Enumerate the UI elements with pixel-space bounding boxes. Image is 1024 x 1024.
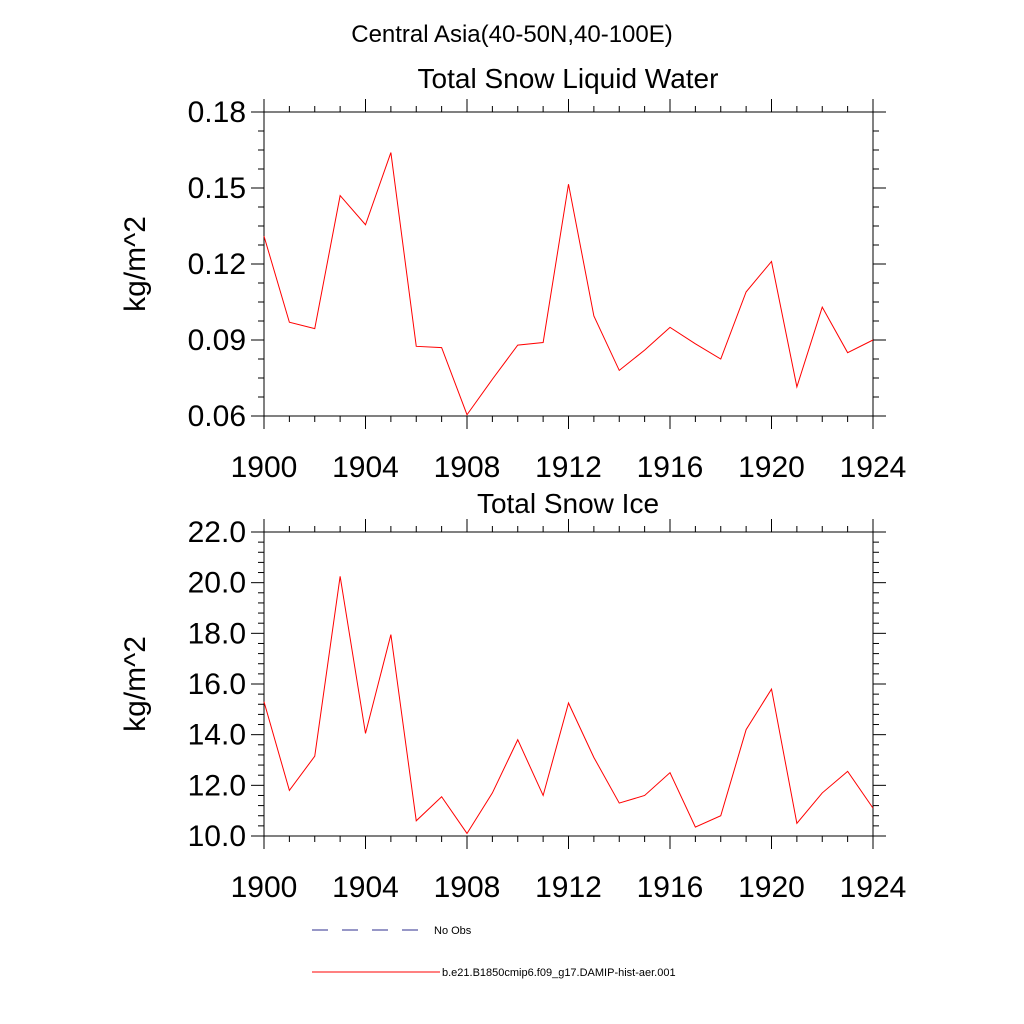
tick-labels: 1900 1904 1908 1912 1916 1920 1924 0.06 0.09 0.12… <box>188 96 907 484</box>
series-lines <box>263 576 874 835</box>
panel-title: Total Snow Ice <box>477 488 659 519</box>
x-tick-label: 1916 <box>637 871 704 904</box>
y-tick-label: 10.0 <box>188 820 246 853</box>
plot-frame <box>263 531 874 837</box>
x-tick-label: 1924 <box>840 451 907 484</box>
x-tick-label: 1904 <box>332 871 399 904</box>
x-tick-label: 1920 <box>738 451 805 484</box>
tick-labels: 1900 1904 1908 1912 1916 1920 1924 10.0 12.0 14.0… <box>188 516 907 904</box>
x-tick-label: 1908 <box>434 451 501 484</box>
panel-title: Total Snow Liquid Water <box>418 63 719 94</box>
panel-snow-liquid-water: Total Snow Liquid Water kg/m^2 1900 1904 1… <box>119 63 906 484</box>
y-axis-label: kg/m^2 <box>119 216 152 312</box>
y-tick-label: 0.18 <box>188 96 246 129</box>
x-tick-label: 1912 <box>535 451 602 484</box>
y-tick-label: 12.0 <box>188 769 246 802</box>
series-lines <box>263 152 874 416</box>
x-tick-label: 1916 <box>637 451 704 484</box>
axis-ticks <box>251 519 886 849</box>
y-tick-label: 0.12 <box>188 248 246 281</box>
y-tick-label: 22.0 <box>188 516 246 549</box>
x-tick-label: 1900 <box>231 871 298 904</box>
axis-ticks <box>251 99 886 429</box>
series-line <box>263 152 874 416</box>
x-tick-label: 1904 <box>332 451 399 484</box>
plot-frame <box>263 111 874 417</box>
panel-snow-ice: Total Snow Ice kg/m^2 1900 1904 1908 1912 19… <box>119 488 906 904</box>
y-tick-label: 0.15 <box>188 172 246 205</box>
legend-label-model: b.e21.B1850cmip6.f09_g17.DAMIP-hist-aer.… <box>442 967 676 979</box>
legend-label-no-obs: No Obs <box>434 925 472 937</box>
y-tick-label: 0.09 <box>188 324 246 357</box>
x-tick-label: 1920 <box>738 871 805 904</box>
legend: No Obs b.e21.B1850cmip6.f09_g17.DAMIP-hi… <box>312 925 676 979</box>
y-tick-label: 20.0 <box>188 567 246 600</box>
y-tick-label: 16.0 <box>188 668 246 701</box>
y-tick-label: 14.0 <box>188 719 246 752</box>
figure-title: Central Asia(40-50N,40-100E) <box>351 21 673 48</box>
y-axis-label: kg/m^2 <box>119 636 152 732</box>
y-tick-label: 0.06 <box>188 400 246 433</box>
x-tick-label: 1900 <box>231 451 298 484</box>
x-tick-label: 1924 <box>840 871 907 904</box>
series-line <box>263 576 874 835</box>
y-tick-label: 18.0 <box>188 617 246 650</box>
x-tick-label: 1908 <box>434 871 501 904</box>
x-tick-label: 1912 <box>535 871 602 904</box>
